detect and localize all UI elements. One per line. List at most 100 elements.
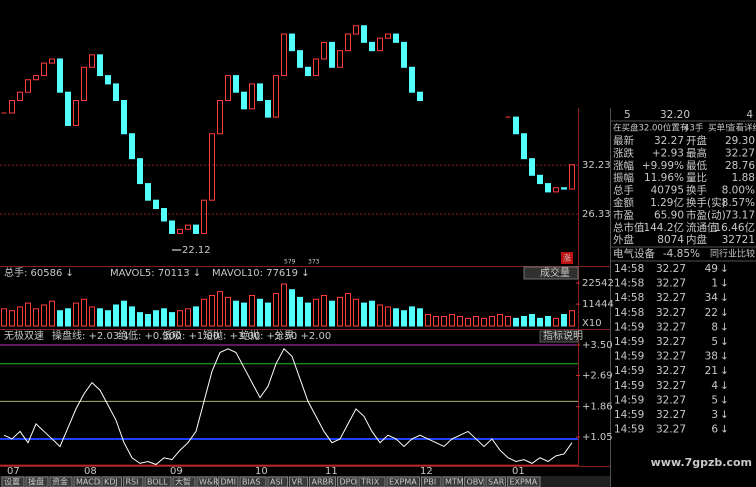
tab-label: 操盘: [28, 477, 44, 487]
tab[interactable]: [421, 476, 442, 487]
tab[interactable]: [358, 476, 386, 487]
indicator-button-label: 指标说明: [543, 329, 583, 342]
trade-time: 14:59: [614, 336, 644, 348]
candle: [17, 91, 23, 102]
volume-bar: [353, 298, 359, 327]
trade-qty: 49: [705, 263, 718, 275]
tab[interactable]: [289, 476, 308, 487]
tab[interactable]: [196, 476, 217, 487]
trade-arrow: ↓: [720, 351, 729, 363]
x-tick-label: 07: [7, 466, 20, 477]
trade-qty: 34: [705, 292, 719, 304]
volume-button[interactable]: [523, 266, 579, 280]
indicator-line-label: 操盘线: +2.03 ↓: [52, 329, 131, 342]
quote-value: 40795: [651, 185, 684, 197]
tab[interactable]: [123, 476, 144, 487]
candle: [73, 100, 79, 126]
notice-link[interactable]: 查看详细: [727, 123, 756, 134]
volume-bar: [329, 300, 335, 327]
volume-bar: [177, 310, 183, 327]
volume-bar: [401, 310, 407, 327]
candle: [521, 133, 527, 160]
quote-value: 32721: [722, 234, 755, 246]
volume-bar: [1, 308, 7, 327]
tab[interactable]: [507, 476, 541, 487]
volume-bar: [281, 283, 287, 327]
x-tick-label: 10: [255, 466, 268, 477]
tab[interactable]: [218, 476, 239, 487]
tab[interactable]: [172, 476, 196, 487]
volume-bar: [473, 315, 479, 327]
tab[interactable]: [267, 476, 288, 487]
quote-value: +2.93: [652, 147, 684, 159]
tab-label: SAR: [488, 478, 505, 487]
volume-bar: [545, 315, 551, 327]
candle: [257, 83, 263, 102]
trade-price: 32.27: [656, 336, 686, 348]
candle: [113, 83, 119, 102]
volume-bar: [377, 304, 383, 327]
quote-label: 涨跌: [613, 146, 634, 159]
candle: [289, 33, 295, 52]
sector-compare[interactable]: 同行业比较: [710, 248, 755, 260]
candle: [25, 79, 31, 93]
volume-bar: [217, 291, 223, 327]
x-tick-label: 09: [170, 466, 183, 477]
indicator-button[interactable]: [539, 330, 579, 343]
trade-arrow: ↓: [720, 424, 729, 436]
candle: [297, 50, 303, 68]
tab-label: W&R: [199, 478, 219, 487]
tab[interactable]: [464, 476, 485, 487]
tab[interactable]: [309, 476, 336, 487]
level-label: 分界: +2.00: [274, 330, 331, 342]
volume-bar: [89, 306, 95, 327]
volume-bar: [105, 310, 111, 327]
tab[interactable]: [101, 476, 122, 487]
quote-value: 1.88: [732, 172, 755, 184]
sector-change: -4.85%: [663, 248, 700, 260]
tab[interactable]: [239, 476, 267, 487]
tab[interactable]: [442, 476, 463, 487]
tab[interactable]: [337, 476, 358, 487]
trade-qty: 1: [711, 278, 718, 290]
y-tick-label: 26.33: [582, 209, 611, 220]
x-tick-label: 11: [325, 466, 338, 477]
candle: [265, 100, 271, 118]
quote-label: 最低: [686, 159, 707, 172]
tab[interactable]: [49, 476, 73, 487]
volume-bar: [529, 314, 535, 327]
trade-time: 14:59: [614, 409, 644, 421]
volume-bar: [9, 310, 15, 327]
tab-label: RSI: [126, 478, 139, 487]
volume-bar: [209, 294, 215, 327]
candle: [153, 199, 159, 210]
candle: [529, 158, 535, 176]
tab-label: OBV: [467, 478, 485, 487]
volume-bar: [129, 306, 135, 327]
quote-label: 市盈(动): [686, 208, 726, 221]
volume-bar: [113, 304, 119, 327]
volume-bar: [441, 315, 447, 327]
order-qty: 4: [746, 109, 753, 121]
y-tick-label: 32.23: [582, 160, 611, 171]
tab-label: EXPMA: [389, 478, 417, 487]
tab[interactable]: [386, 476, 420, 487]
volume-bar: [193, 306, 199, 327]
volume-bar: [49, 300, 55, 327]
volume-bar: [121, 300, 127, 327]
tab-label: DPO: [340, 478, 357, 487]
candle: [569, 164, 575, 190]
quote-label: 开盘: [686, 134, 707, 147]
tab[interactable]: [144, 476, 172, 487]
tab[interactable]: [1, 476, 25, 487]
tab[interactable]: [485, 476, 506, 487]
volume-bar: [537, 317, 543, 327]
volume-bar: [337, 296, 343, 327]
trade-qty: 4: [711, 380, 718, 392]
order-level: 5: [624, 109, 631, 121]
sector: 电气设备: [613, 247, 655, 260]
tab[interactable]: [73, 476, 101, 487]
tab[interactable]: [25, 476, 49, 487]
trade-time: 14:59: [614, 380, 644, 392]
